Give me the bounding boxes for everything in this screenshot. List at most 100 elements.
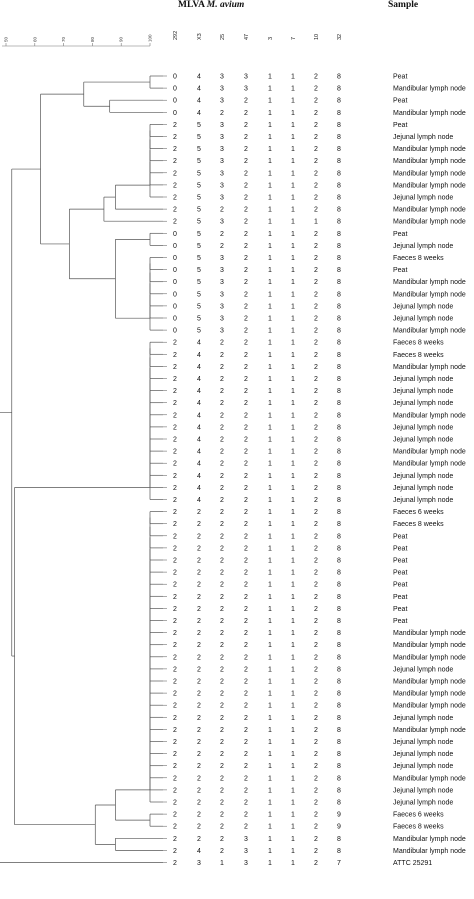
profile-value: 1 — [291, 679, 295, 686]
dendrogram-node — [149, 272, 163, 295]
profile-value: 8 — [337, 328, 341, 335]
profile-value: 0 — [173, 231, 177, 238]
profile-value: 2 — [314, 533, 318, 540]
profile-value: 2 — [220, 751, 224, 758]
profile-value: 2 — [314, 812, 318, 819]
profile-value: 2 — [173, 170, 177, 177]
sample-label: Mandibular lymph node — [393, 291, 466, 298]
profile-value: 2 — [173, 545, 177, 552]
sample-label: Jejunal lymph node — [393, 666, 453, 673]
profile-value: 0 — [173, 279, 177, 286]
profile-value: 2 — [173, 812, 177, 819]
profile-value: 5 — [197, 207, 201, 214]
table-row: 2 4 2 2 1 1 2 8 — [173, 424, 341, 431]
profile-value: 1 — [268, 848, 272, 855]
table-row: 0 5 3 2 1 1 2 8 — [173, 267, 341, 274]
profile-value: 1 — [268, 279, 272, 286]
profile-value: 5 — [197, 182, 201, 189]
profile-value: 2 — [244, 618, 248, 625]
dendrogram-node — [149, 232, 163, 246]
profile-value: 1 — [291, 787, 295, 794]
profile-value: 1 — [291, 812, 295, 819]
profile-value: 1 — [268, 642, 272, 649]
profile-value: 1 — [268, 703, 272, 710]
profile-value: 1 — [291, 291, 295, 298]
profile-value: 2 — [197, 521, 201, 528]
profile-value: 4 — [197, 86, 201, 93]
profile-value: 2 — [173, 654, 177, 661]
profile-value: 2 — [173, 158, 177, 165]
profile-value: 2 — [197, 594, 201, 601]
profile-value: 3 — [244, 848, 248, 855]
profile-value: 2 — [197, 679, 201, 686]
sample-label: Jejunal lymph node — [393, 739, 453, 746]
profile-value: 2 — [244, 376, 248, 383]
profile-value: 2 — [314, 316, 318, 323]
profile-value: 1 — [268, 727, 272, 734]
profile-value: 2 — [244, 715, 248, 722]
profile-value: 2 — [197, 630, 201, 637]
profile-value: 2 — [173, 642, 177, 649]
sample-label: Faeces 6 weeks — [393, 812, 444, 819]
profile-value: 1 — [291, 461, 295, 468]
sample-label: Jejunal lymph node — [393, 388, 453, 395]
profile-value: 3 — [220, 170, 224, 177]
dendrogram-tree — [0, 75, 167, 863]
profile-value: 1 — [291, 485, 295, 492]
profile-value: 8 — [337, 582, 341, 589]
table-row: 2 4 2 2 1 1 2 8 — [173, 352, 341, 359]
profile-value: 1 — [291, 170, 295, 177]
profile-value: 1 — [291, 316, 295, 323]
profile-value: 2 — [197, 545, 201, 552]
profile-value: 4 — [197, 848, 201, 855]
profile-value: 2 — [244, 328, 248, 335]
dendrogram-node — [14, 487, 150, 826]
profile-value: 1 — [291, 255, 295, 262]
profile-value: 2 — [244, 388, 248, 395]
profile-value: 2 — [220, 533, 224, 540]
table-row: 0 5 3 2 1 1 2 8 — [173, 291, 341, 298]
profile-value: 2 — [220, 570, 224, 577]
sample-label: Mandibular lymph node — [393, 279, 466, 286]
profile-value: 2 — [173, 509, 177, 516]
table-row: 2 5 3 2 1 1 2 8 — [173, 195, 341, 202]
profile-value: 2 — [244, 679, 248, 686]
sample-label: Mandibular lymph node — [393, 449, 466, 456]
profile-value: 2 — [314, 231, 318, 238]
profile-value: 2 — [244, 219, 248, 226]
profile-value: 3 — [220, 158, 224, 165]
table-row: 2 5 3 2 1 1 2 8 — [173, 146, 341, 153]
profile-value: 1 — [291, 606, 295, 613]
profile-value: 2 — [314, 134, 318, 141]
sample-label: Jejunal lymph node — [393, 437, 453, 444]
profile-value: 4 — [197, 110, 201, 117]
profile-value: 2 — [173, 146, 177, 153]
profile-value: 2 — [173, 691, 177, 698]
profile-value: 5 — [197, 219, 201, 226]
sample-label: Mandibular lymph node — [393, 146, 466, 153]
profile-value: 0 — [173, 86, 177, 93]
profile-value: 1 — [268, 836, 272, 843]
profile-value: 0 — [173, 328, 177, 335]
table-row: 0 5 3 2 1 1 2 8 — [173, 328, 341, 335]
profile-value: 8 — [337, 715, 341, 722]
table-row: 2 2 2 2 1 1 2 9 — [173, 824, 341, 831]
profile-value: 2 — [173, 376, 177, 383]
profile-value: 2 — [220, 243, 224, 250]
sample-label: Mandibular lymph node — [393, 727, 466, 734]
profile-value: 1 — [291, 352, 295, 359]
profile-value: 1 — [268, 582, 272, 589]
table-row: 2 5 3 2 1 1 2 8 — [173, 170, 341, 177]
profile-value: 2 — [197, 787, 201, 794]
profile-value: 2 — [314, 703, 318, 710]
profile-value: 2 — [220, 582, 224, 589]
profile-value: 1 — [268, 400, 272, 407]
profile-value: 4 — [197, 461, 201, 468]
profile-value: 8 — [337, 316, 341, 323]
profile-value: 2 — [197, 800, 201, 807]
profile-value: 8 — [337, 255, 341, 262]
profile-value: 1 — [291, 207, 295, 214]
profile-value: 1 — [268, 291, 272, 298]
profile-value: 2 — [173, 800, 177, 807]
profile-value: 1 — [268, 412, 272, 419]
